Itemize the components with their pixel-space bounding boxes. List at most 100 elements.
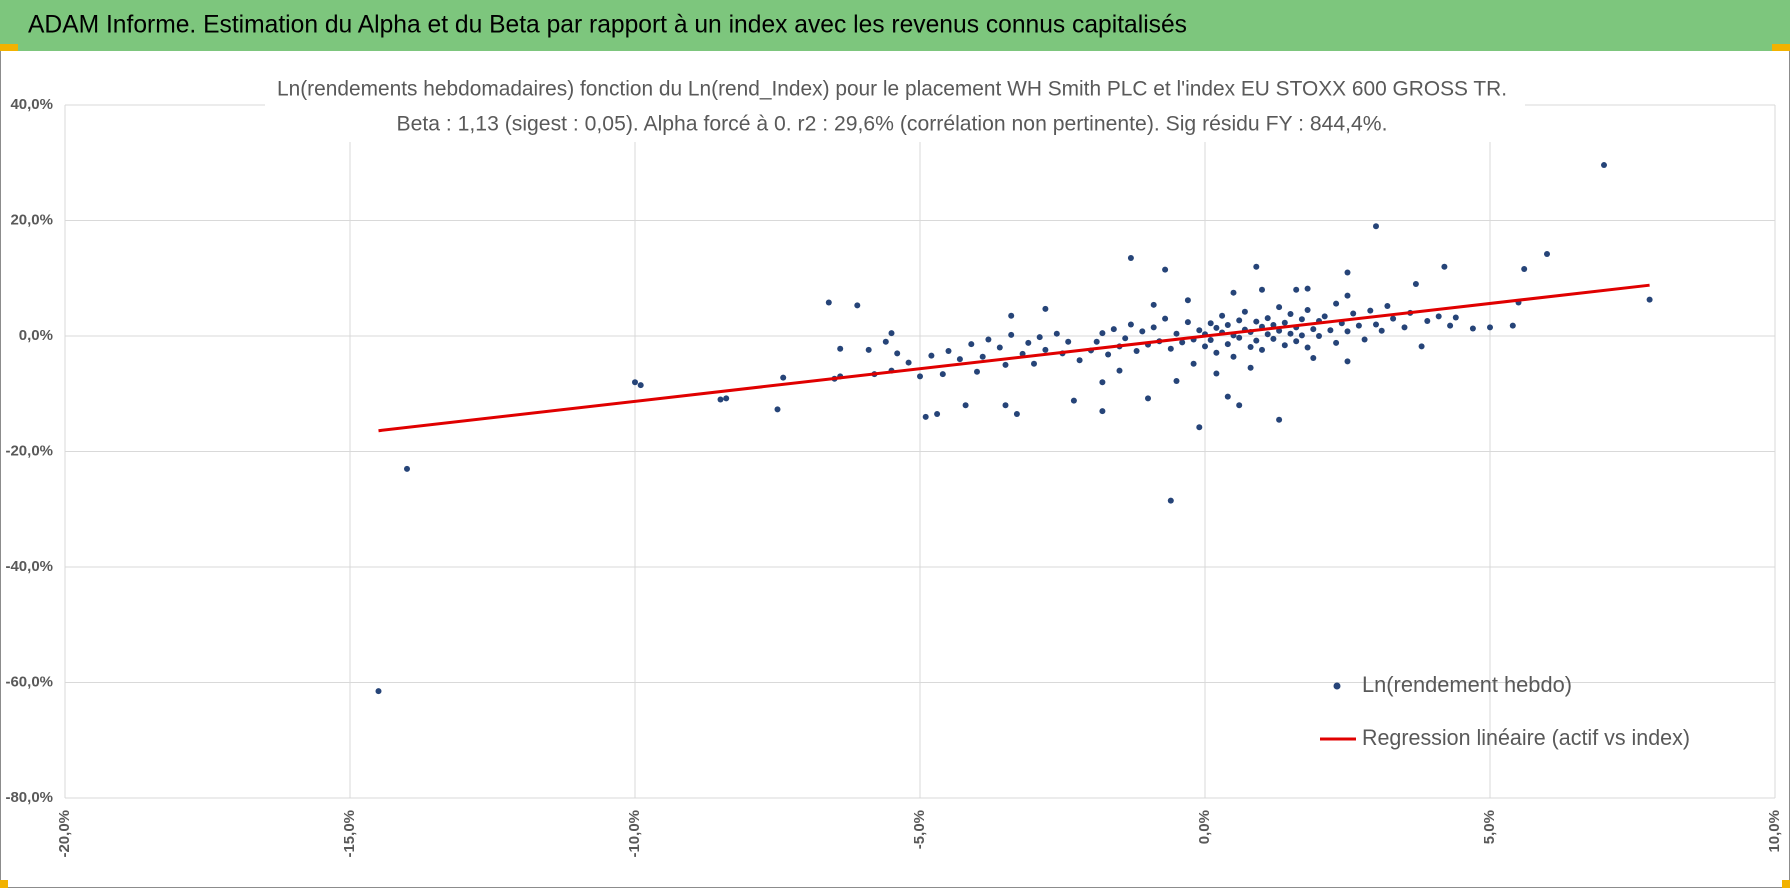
point <box>1281 342 1288 349</box>
point <box>1316 333 1322 339</box>
point <box>780 374 787 381</box>
point <box>1287 330 1294 337</box>
point <box>1213 349 1220 356</box>
page-title: ADAM Informe. Estimation du Alpha et du … <box>28 11 1187 39</box>
point <box>1053 330 1060 337</box>
point <box>1002 361 1009 368</box>
point <box>1099 408 1106 415</box>
point <box>1173 330 1180 337</box>
point <box>1008 331 1015 338</box>
corner <box>1782 880 1790 888</box>
x-tick-label: 10,0% <box>1766 810 1783 853</box>
point <box>1133 348 1140 355</box>
point <box>825 299 832 306</box>
point <box>1344 269 1351 276</box>
point <box>1333 339 1340 346</box>
point <box>1139 328 1146 335</box>
point <box>1247 364 1254 371</box>
point <box>1469 325 1476 332</box>
point <box>1213 370 1220 377</box>
point <box>1327 327 1334 334</box>
point <box>1167 497 1174 504</box>
point <box>1184 297 1191 304</box>
point <box>888 330 895 337</box>
point <box>894 350 901 357</box>
point <box>1601 162 1607 169</box>
point <box>1378 327 1385 334</box>
point <box>1361 336 1368 343</box>
point <box>956 356 963 363</box>
point <box>1247 343 1254 350</box>
point <box>1122 335 1129 342</box>
point <box>1259 346 1265 353</box>
point <box>1544 250 1550 257</box>
legend-label: Ln(rendement hebdo) <box>1362 672 1572 697</box>
point <box>1412 281 1419 288</box>
point <box>1384 302 1391 309</box>
x-tick-label: -5,0% <box>911 810 928 849</box>
x-tick-label: -20,0% <box>56 810 73 858</box>
point <box>1162 266 1169 273</box>
point <box>1042 346 1049 353</box>
point <box>1236 334 1243 341</box>
title-backdrop <box>265 72 1525 142</box>
point <box>1281 319 1288 326</box>
point <box>1219 312 1226 319</box>
point <box>1452 314 1459 321</box>
point <box>1070 397 1077 404</box>
point <box>1276 327 1283 334</box>
point <box>979 353 986 360</box>
point <box>1162 315 1169 322</box>
point <box>1253 318 1260 325</box>
y-tick-label: 20,0% <box>10 211 53 228</box>
point <box>1344 328 1351 335</box>
point <box>1441 263 1448 270</box>
point <box>882 338 889 345</box>
point <box>1224 341 1231 348</box>
point <box>1127 255 1134 262</box>
point <box>1093 338 1100 345</box>
point <box>1116 367 1123 374</box>
point <box>1150 301 1157 308</box>
point <box>1418 343 1425 350</box>
point <box>1367 307 1374 314</box>
regression-line <box>378 283 1650 433</box>
point <box>1344 292 1351 299</box>
legend-swatch <box>1333 682 1341 690</box>
point <box>1167 345 1174 352</box>
y-tick-label: -20,0% <box>5 442 53 459</box>
point <box>1236 317 1243 324</box>
point <box>1127 321 1134 328</box>
point <box>1230 289 1237 296</box>
point <box>1179 339 1186 346</box>
point <box>1207 337 1214 344</box>
point <box>1196 424 1203 431</box>
point <box>1042 305 1049 312</box>
point <box>1213 324 1220 331</box>
corner <box>0 880 8 888</box>
point <box>1196 327 1203 334</box>
x-tick-label: -15,0% <box>341 810 358 858</box>
point <box>1145 395 1151 402</box>
point <box>1230 353 1237 360</box>
point <box>1355 322 1362 329</box>
point <box>1270 335 1277 342</box>
point <box>1287 311 1294 318</box>
point <box>922 413 929 420</box>
point <box>1202 343 1208 350</box>
point <box>917 373 923 380</box>
y-tick-label: 40,0% <box>10 96 53 113</box>
point <box>1293 338 1300 345</box>
point <box>1646 296 1653 303</box>
corner <box>1772 44 1790 51</box>
point <box>1373 223 1379 230</box>
point <box>1424 317 1431 324</box>
point <box>945 348 952 355</box>
point <box>1298 316 1305 323</box>
point <box>1036 334 1043 341</box>
point <box>1276 416 1283 423</box>
point <box>1013 410 1020 417</box>
legend-label: Regression linéaire (actif vs index) <box>1362 725 1690 750</box>
point <box>1298 332 1305 339</box>
point <box>1401 324 1408 331</box>
